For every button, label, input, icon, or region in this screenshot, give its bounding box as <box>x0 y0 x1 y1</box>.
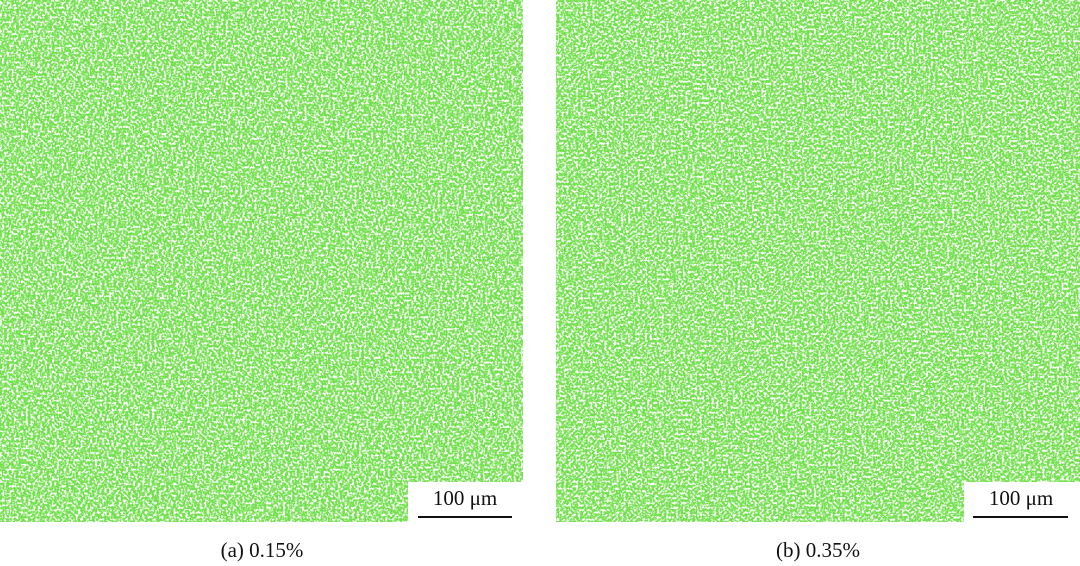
scale-bar-label: 100 μm <box>989 486 1053 510</box>
scale-bar-box <box>408 482 523 522</box>
scale-bar-label: 100 μm <box>433 486 497 510</box>
panel-b: 100 μm (b) 0.35% <box>556 0 1080 562</box>
caption: (b) 0.35% <box>776 538 860 562</box>
panel-a: 100 μm (a) 0.15% <box>0 0 523 562</box>
map-texture <box>0 0 523 522</box>
caption: (a) 0.15% <box>221 538 304 562</box>
map-texture <box>556 0 1080 522</box>
scale-bar-box <box>964 482 1080 522</box>
